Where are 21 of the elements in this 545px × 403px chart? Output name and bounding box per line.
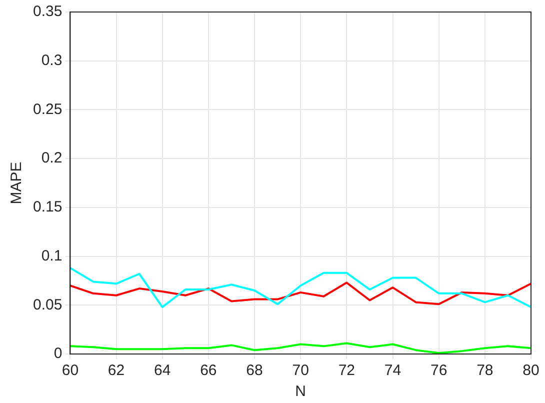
x-tick-label: 78: [476, 362, 494, 380]
x-tick-label: 60: [62, 362, 79, 380]
y-tick-label: 0: [54, 345, 62, 362]
x-tick-label: 64: [154, 362, 171, 380]
x-tick-label: 72: [338, 362, 356, 380]
x-tick-label: 62: [108, 362, 125, 380]
y-tick-label: 0.2: [41, 150, 62, 167]
x-axis-title: N: [295, 383, 306, 400]
y-tick-label: 0.3: [41, 52, 62, 69]
x-tick-label: 66: [200, 362, 217, 380]
y-tick-label: 0.35: [32, 3, 62, 20]
x-tick-label: 68: [246, 362, 263, 380]
y-tick-label: 0.1: [41, 247, 62, 264]
y-axis-title: MAPE: [8, 162, 26, 204]
y-tick-label: 0.05: [32, 296, 62, 314]
x-tick-label: 70: [292, 362, 309, 380]
x-tick-label: 80: [522, 362, 540, 380]
y-tick-label: 0.15: [32, 198, 62, 216]
y-tick-label: 0.25: [32, 100, 62, 118]
x-tick-label: 74: [384, 362, 402, 380]
x-tick-label: 76: [430, 362, 448, 380]
